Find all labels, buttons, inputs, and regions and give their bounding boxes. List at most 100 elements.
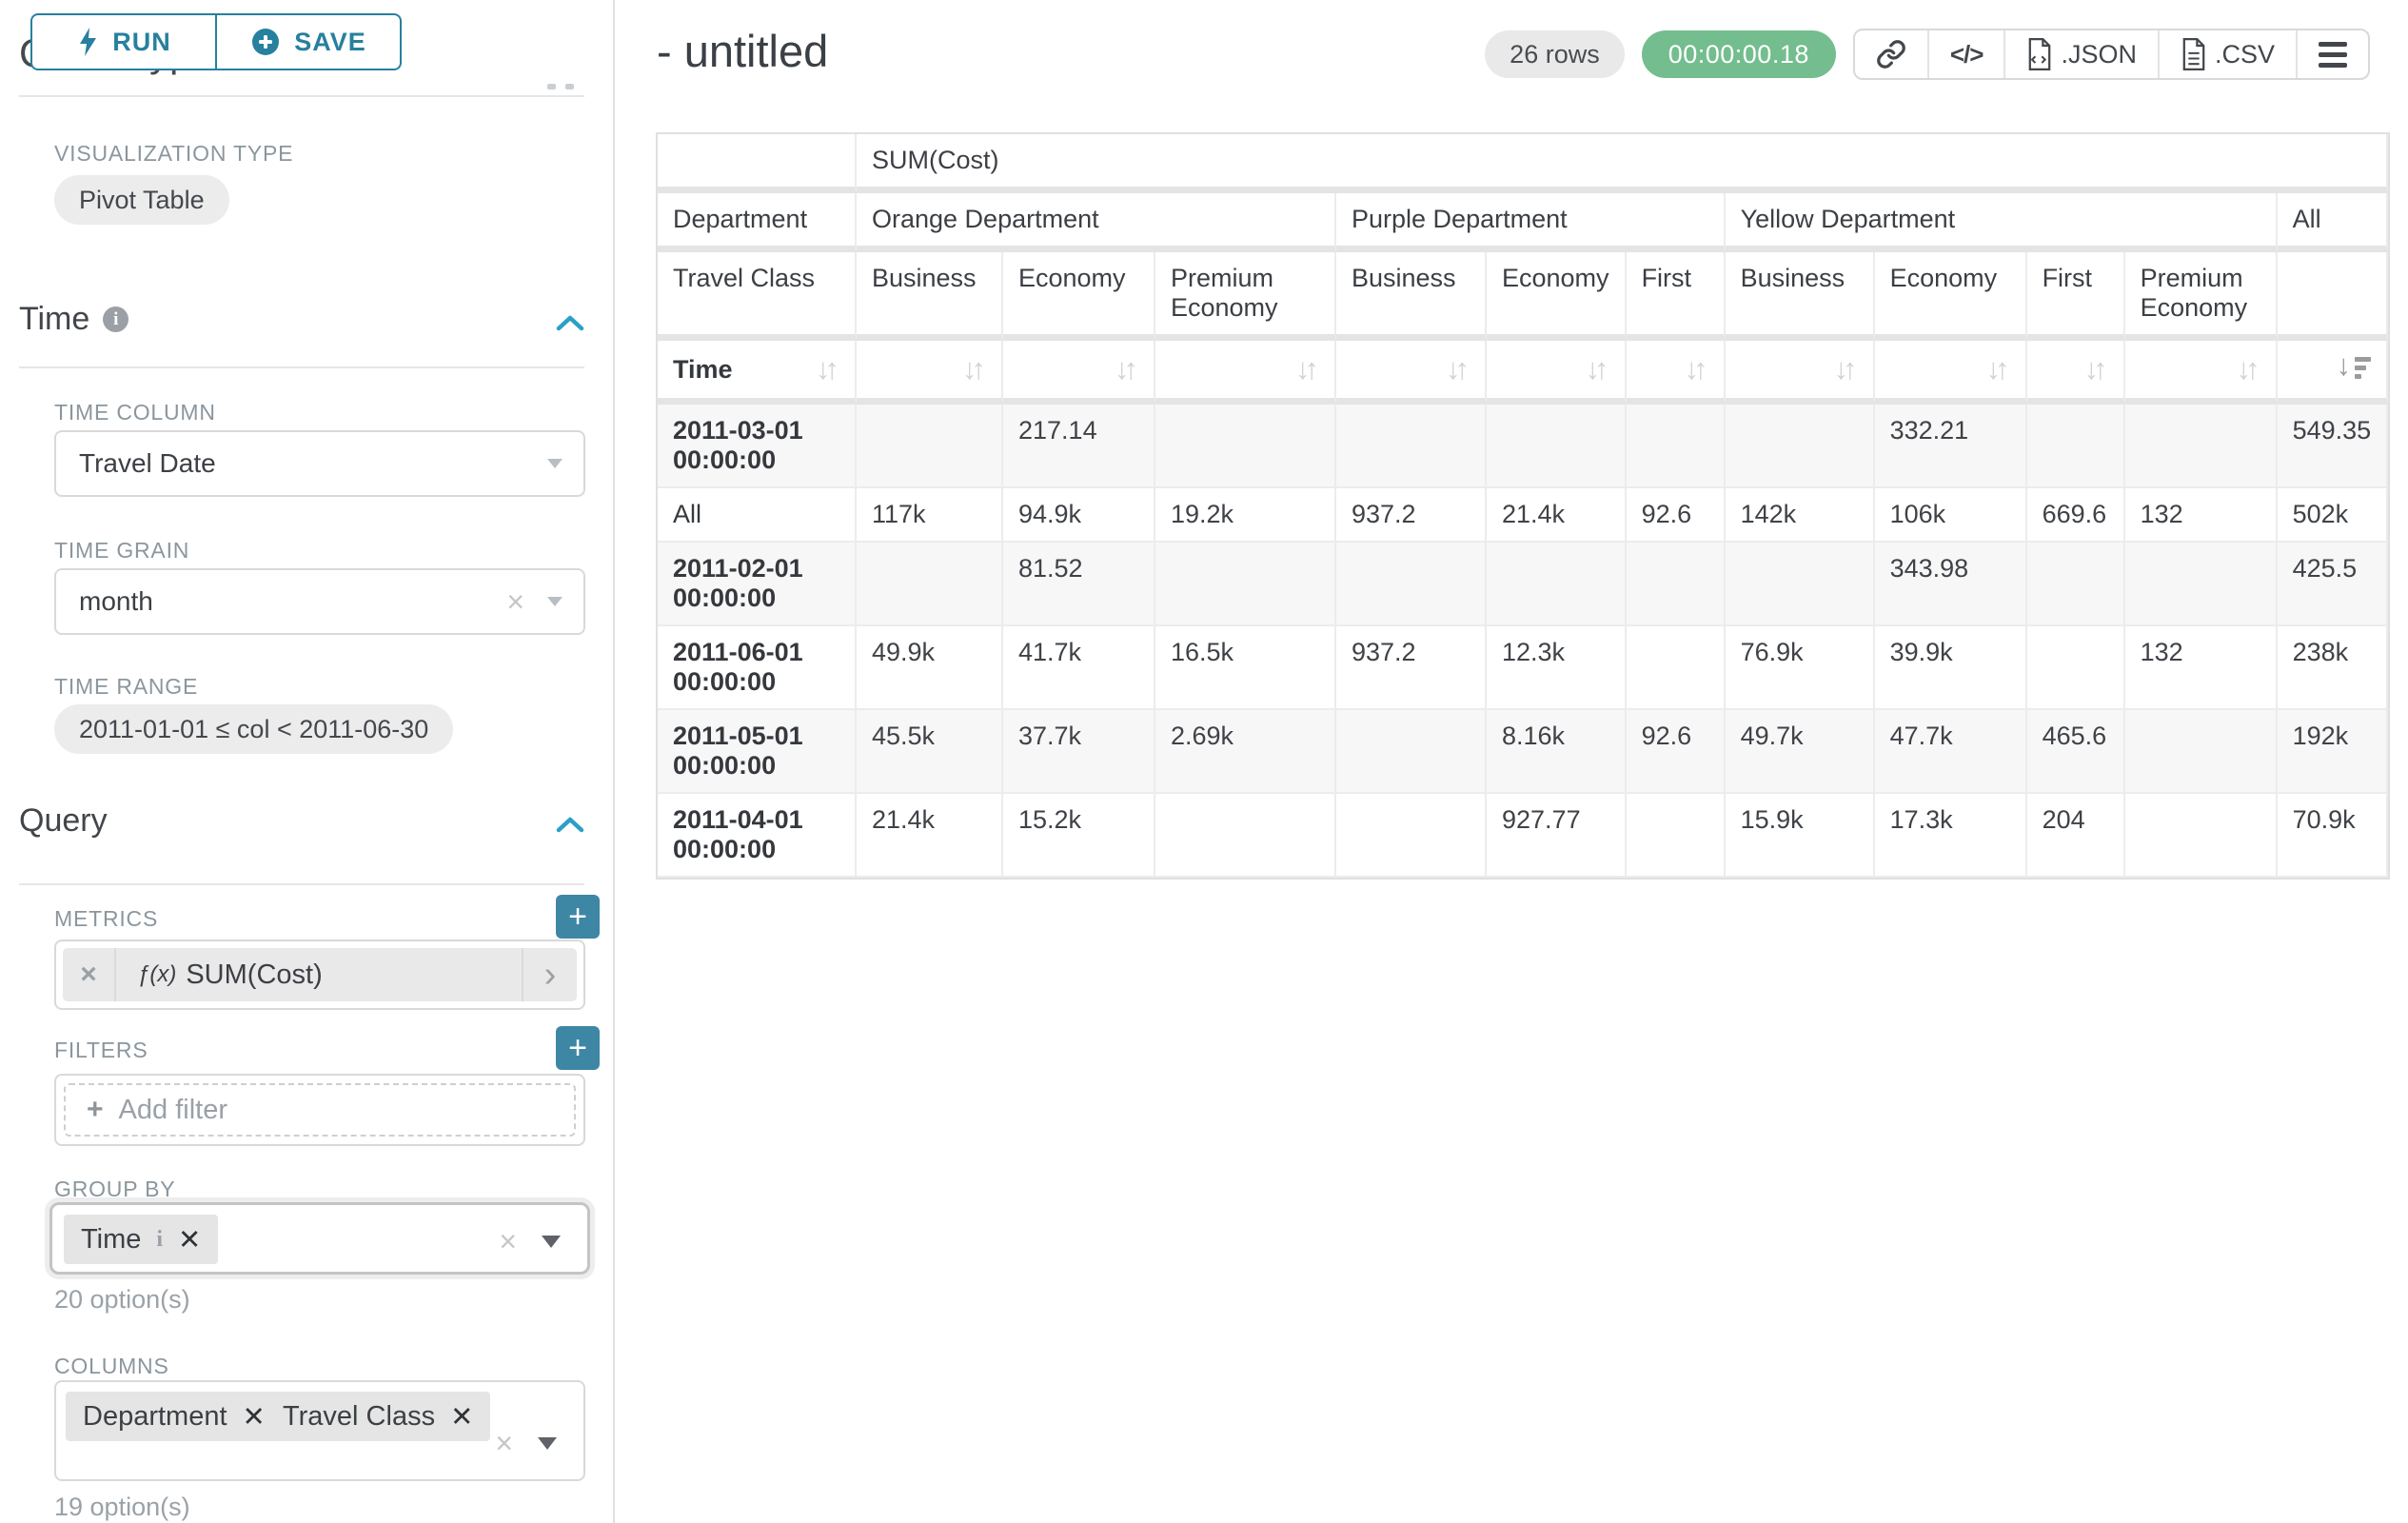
sort-icon[interactable]: ↓↑ (816, 352, 839, 386)
export-json-button[interactable]: .JSON (2005, 30, 2160, 78)
pivot-cell (1336, 794, 1487, 878)
remove-chip-icon[interactable]: ✕ (242, 1401, 266, 1433)
dropdown-caret-icon[interactable] (542, 1235, 561, 1248)
action-button-bar: RUN SAVE (30, 13, 402, 70)
pivot-column-group-header: Orange Department (857, 193, 1336, 252)
pivot-cell: 92.6 (1626, 488, 1726, 543)
chart-title[interactable]: - untitled (657, 26, 829, 76)
query-timer-badge: 00:00:00.18 (1641, 30, 1836, 78)
pivot-cell: 45.5k (857, 710, 1003, 794)
table-row: 2011-05-01 00:00:00 45.5k 37.7k 2.69k 8.16k 9… (658, 710, 2389, 794)
group-by-select[interactable]: Time i ✕ × (49, 1202, 590, 1275)
sort-icon[interactable]: ↓↑ (1684, 352, 1708, 386)
sort-icon[interactable]: ↓↑ (2083, 352, 2108, 386)
viz-type-pill[interactable]: Pivot Table (54, 175, 229, 225)
sort-icon[interactable]: ↓↑ (1446, 352, 1470, 386)
pivot-cell (1626, 794, 1726, 878)
sort-desc-active-icon[interactable]: ↓ (2293, 350, 2372, 380)
sort-icon[interactable]: ↓↑ (1833, 352, 1858, 386)
column-info-icon: i (156, 1226, 164, 1252)
pivot-cell: 94.9k (1003, 488, 1155, 543)
add-metric-button[interactable]: + (556, 895, 600, 939)
pivot-cell (1155, 543, 1336, 626)
metric-chip-label: SUM(Cost) (186, 959, 323, 990)
expand-metric-icon[interactable]: › (522, 948, 577, 1001)
pivot-column-header: Business (1725, 252, 1875, 341)
clear-icon[interactable]: × (506, 584, 524, 619)
section-divider (19, 366, 584, 368)
pivot-cell: 81.52 (1003, 543, 1155, 626)
pivot-cell: 39.9k (1874, 626, 2027, 710)
share-link-button[interactable] (1855, 30, 1929, 78)
collapse-chevron-up-icon[interactable] (556, 314, 584, 331)
pivot-sort-cell: ↓↑ (1003, 341, 1155, 405)
pivot-cell: 2.69k (1155, 710, 1336, 794)
pivot-sort-cell: ↓↑ (1725, 341, 1875, 405)
metric-chip[interactable]: × ƒ(x) SUM(Cost) › (63, 948, 577, 1001)
pivot-sort-cell: ↓↑ (2124, 341, 2278, 405)
sort-icon[interactable]: ↓↑ (962, 352, 986, 386)
menu-icon (2319, 41, 2347, 68)
pivot-cell: 238k (2277, 626, 2389, 710)
pivot-column-header: Premium Economy (1155, 252, 1336, 341)
remove-chip-icon[interactable]: ✕ (178, 1224, 202, 1256)
pivot-cell (2026, 626, 2125, 710)
columns-select[interactable]: Department ✕ Travel Class ✕ × (54, 1380, 585, 1481)
pivot-cell (857, 405, 1003, 488)
pivot-sort-cell: ↓↑ (1155, 341, 1336, 405)
table-row: 2011-02-01 00:00:00 81.52 343.98 425.5 (658, 543, 2389, 626)
add-filter-dropzone[interactable]: + Add filter (64, 1083, 576, 1137)
section-divider (19, 883, 584, 885)
time-grain-value: month (79, 586, 153, 616)
sort-icon[interactable]: ↓↑ (1585, 352, 1609, 386)
pivot-sort-cell: ↓ (2277, 341, 2389, 405)
sort-icon[interactable]: ↓↑ (1295, 352, 1319, 386)
pivot-cell: 15.2k (1003, 794, 1155, 878)
pivot-cell: 937.2 (1336, 626, 1487, 710)
plus-circle-icon (252, 29, 280, 55)
columns-chip-label: Department (83, 1400, 227, 1432)
export-csv-button[interactable]: .CSV (2160, 30, 2298, 78)
pivot-column-header: Economy (1487, 252, 1627, 341)
save-button[interactable]: SAVE (215, 13, 402, 70)
clear-icon[interactable]: × (495, 1426, 513, 1460)
pivot-column-header: First (1626, 252, 1726, 341)
pivot-cell (1336, 543, 1487, 626)
info-icon: i (103, 307, 129, 332)
pivot-cell (2124, 543, 2278, 626)
group-by-chip[interactable]: Time i ✕ (64, 1215, 219, 1264)
remove-chip-icon[interactable]: ✕ (450, 1401, 474, 1433)
pivot-cell: 8.16k (1487, 710, 1627, 794)
pivot-cell (1487, 405, 1627, 488)
clear-icon[interactable]: × (499, 1224, 517, 1258)
run-button[interactable]: RUN (30, 13, 217, 70)
time-grain-select[interactable]: month × (54, 568, 585, 635)
export-csv-label: .CSV (2214, 39, 2275, 69)
pivot-cell: 549.35 (2277, 405, 2389, 488)
sort-icon[interactable]: ↓↑ (2236, 352, 2260, 386)
chart-header-actions: 26 rows 00:00:00.18 </> .JSON .CSV (1485, 29, 2370, 80)
filters-label: FILTERS (54, 1038, 148, 1062)
viz-type-label: VISUALIZATION TYPE (54, 141, 294, 166)
time-range-pill[interactable]: 2011-01-01 ≤ col < 2011-06-30 (54, 704, 454, 754)
pivot-cell: 16.5k (1155, 626, 1336, 710)
columns-options-count: 19 option(s) (54, 1493, 190, 1521)
pivot-sort-cell: ↓↑ (1874, 341, 2027, 405)
collapse-chevron-up-icon[interactable] (556, 816, 584, 833)
embed-code-button[interactable]: </> (1929, 30, 2006, 78)
remove-metric-icon[interactable]: × (63, 948, 116, 1001)
pivot-column-group-header: All (2277, 193, 2389, 252)
more-options-button[interactable] (2298, 30, 2368, 78)
add-filter-button[interactable]: + (556, 1026, 600, 1070)
dropdown-caret-icon[interactable] (538, 1436, 557, 1450)
columns-chip[interactable]: Department ✕ (66, 1392, 283, 1441)
columns-chip[interactable]: Travel Class ✕ (266, 1392, 491, 1441)
pivot-cell: 92.6 (1626, 710, 1726, 794)
pivot-cell: 21.4k (1487, 488, 1627, 543)
sort-icon[interactable]: ↓↑ (1115, 352, 1138, 386)
sort-icon[interactable]: ↓↑ (1985, 352, 2010, 386)
time-column-select[interactable]: Travel Date (54, 430, 585, 497)
time-grain-label: TIME GRAIN (54, 538, 190, 563)
columns-chip-label: Travel Class (283, 1400, 436, 1432)
pivot-cell: 465.6 (2026, 710, 2125, 794)
